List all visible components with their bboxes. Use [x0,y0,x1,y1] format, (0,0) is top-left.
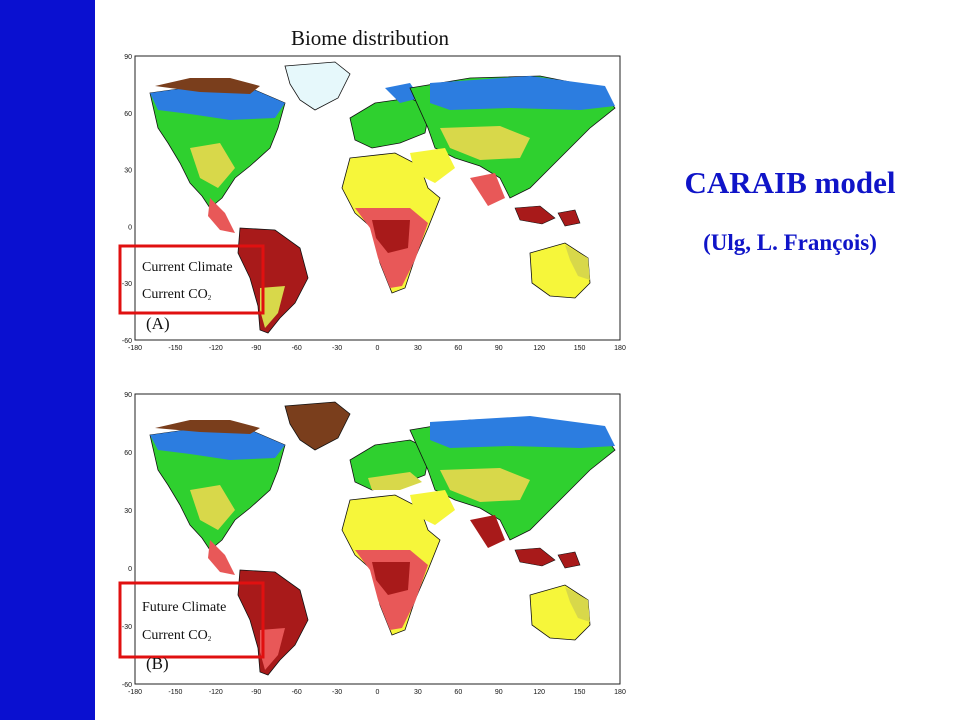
x-tick-label: 90 [495,689,503,696]
x-tick-label: 0 [376,689,380,696]
x-tick-label: -90 [251,345,261,352]
south-america [237,569,309,676]
south-america [237,227,309,334]
x-tick-label: -120 [209,345,223,352]
panel-label-a: (A) [146,314,170,333]
europe [349,97,431,149]
scenario-climate-b: Future Climate [142,600,226,615]
x-tick-label: -60 [292,345,302,352]
x-tick-label: 180 [614,689,626,696]
y-axis-b: 90 60 30 0 -30 -60 [122,392,132,689]
x-tick-label: -30 [332,689,342,696]
y-tick-label: 30 [124,168,132,175]
x-tick-label: -60 [292,689,302,696]
scenario-co2-b: Current CO2 [142,628,212,643]
x-tick-label: 90 [495,345,503,352]
y-tick-label: 60 [124,450,132,457]
x-axis-b: -180 -150 -120 -90 -60 -30 0 30 60 90 120 150 180 [128,689,626,696]
scenario-co2-a: Current CO2 [142,287,212,302]
greenland [284,61,351,111]
highlight-box-a [118,244,265,315]
y-tick-label: 60 [124,111,132,118]
x-tick-label: -120 [209,689,223,696]
y-tick-label: -60 [122,338,132,345]
x-axis-a: -180 -150 -120 -90 -60 -30 0 30 60 90 120 150 180 [128,345,626,352]
x-tick-label: 30 [414,345,422,352]
model-title: CARAIB model [684,165,896,200]
y-tick-label: -60 [122,682,132,689]
model-subtitle: (Ulg, L. François) [703,230,877,255]
x-tick-label: 60 [454,689,462,696]
x-tick-label: 60 [454,345,462,352]
panel-label-b: (B) [146,654,169,673]
x-tick-label: 180 [614,345,626,352]
se-asia-islands [514,547,556,567]
y-tick-label: -30 [122,624,132,631]
x-tick-label: -90 [251,689,261,696]
greenland [284,401,351,451]
se-asia-islands [514,205,556,225]
scenario-climate-a: Current Climate [142,260,233,275]
continents [149,61,616,334]
x-tick-label: 120 [533,345,545,352]
highlight-box-b [118,581,265,659]
x-tick-label: 120 [533,689,545,696]
y-tick-label: -30 [122,281,132,288]
y-tick-label: 30 [124,508,132,515]
biome-map-panel-a: -180 -150 -120 -90 -60 -30 0 30 60 90 120 150 180 90… [118,54,626,352]
x-tick-label: 30 [414,689,422,696]
x-tick-label: -180 [128,689,142,696]
y-tick-label: 0 [128,224,132,231]
y-tick-label: 90 [124,392,132,399]
figure-title: Biome distribution [290,26,450,50]
slide-sidebar [0,0,95,720]
y-tick-label: 90 [124,54,132,61]
biome-map-panel-b: -180 -150 -120 -90 -60 -30 0 30 60 90 120 150 180 90… [118,392,626,696]
x-tick-label: 150 [574,689,586,696]
x-tick-label: 150 [574,345,586,352]
x-tick-label: -30 [332,345,342,352]
continents [149,401,616,676]
x-tick-label: -180 [128,345,142,352]
x-tick-label: -150 [168,345,182,352]
x-tick-label: 0 [376,345,380,352]
y-axis-a: 90 60 30 0 -30 -60 [122,54,132,345]
y-tick-label: 0 [128,566,132,573]
x-tick-label: -150 [168,689,182,696]
